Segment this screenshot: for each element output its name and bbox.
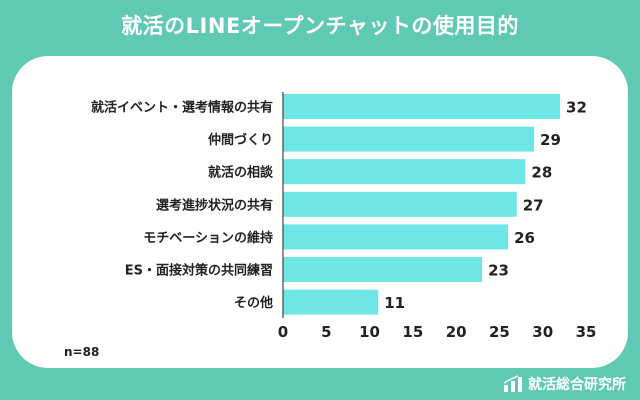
bar-chart-logo-icon (503, 375, 522, 392)
x-tick-label-3: 10 (359, 323, 380, 341)
category-label-6: ES・面接対策の共同練習 (125, 263, 273, 279)
data-label-7: 11 (384, 294, 405, 312)
bar-5 (283, 224, 509, 250)
bar-1 (283, 94, 561, 119)
category-label-7: その他 (234, 295, 273, 311)
brand-name: 就活総合研究所 (528, 377, 626, 393)
x-tick-label-6: 25 (489, 323, 510, 341)
bar-4 (283, 191, 517, 217)
x-tick-label-1: 0 (278, 323, 288, 341)
data-label-5: 26 (514, 229, 535, 247)
x-tick-label-4: 15 (402, 323, 423, 341)
category-label-5: モチベーションの維持 (143, 230, 273, 246)
category-label-1: 就活イベント・選考情報の共有 (91, 100, 273, 116)
x-tick-label-2: 5 (321, 323, 331, 341)
data-label-6: 23 (488, 262, 509, 280)
chart-title: 就活のLINEオープンチャットの使用目的 (121, 14, 519, 38)
bar-2 (283, 126, 535, 152)
data-label-3: 28 (531, 164, 552, 182)
bar-3 (283, 159, 526, 185)
brand-logo: 就活総合研究所 (503, 374, 626, 394)
category-label-4: 選考進捗状況の共有 (156, 197, 273, 213)
sample-size-note: n=88 (64, 345, 100, 359)
bar-6 (283, 257, 483, 282)
category-label-2: 仲間づくり (208, 132, 273, 148)
data-label-4: 27 (523, 196, 544, 214)
category-label-3: 就活の相談 (208, 165, 274, 181)
x-tick-label-5: 20 (446, 323, 467, 341)
x-tick-label-7: 30 (532, 323, 553, 341)
bar-7 (283, 289, 379, 315)
data-label-2: 29 (540, 131, 561, 149)
x-tick-label-8: 35 (576, 323, 597, 341)
data-label-1: 32 (566, 99, 587, 117)
